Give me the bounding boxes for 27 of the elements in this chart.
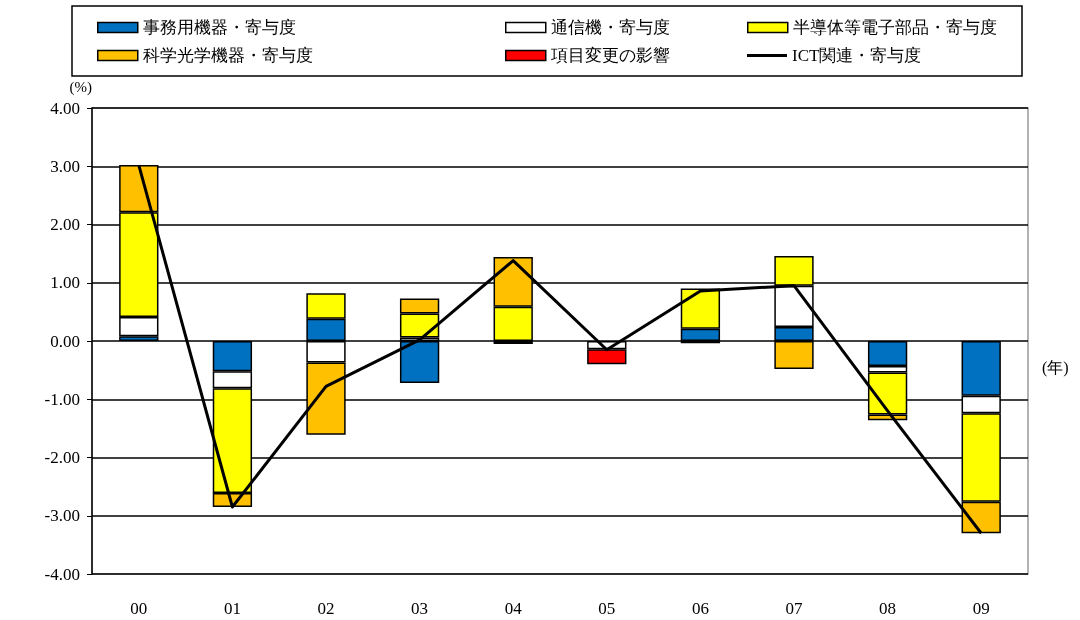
x-tick-label: 08 bbox=[879, 599, 897, 618]
x-axis-title: (年) bbox=[1042, 358, 1069, 377]
x-tick-label: 07 bbox=[785, 599, 803, 618]
x-tick-label: 05 bbox=[598, 599, 616, 618]
y-tick-label: -2.00 bbox=[44, 448, 80, 467]
legend-label: 半導体等電子部品・寄与度 bbox=[792, 18, 997, 37]
y-tick-label: 1.00 bbox=[50, 273, 80, 293]
x-tick-label: 09 bbox=[972, 599, 990, 618]
y-tick-label: -3.00 bbox=[44, 506, 80, 526]
y-tick-label: 4.00 bbox=[50, 98, 80, 118]
x-tick-label: 02 bbox=[317, 599, 335, 618]
y-tick-label: -4.00 bbox=[44, 564, 80, 584]
legend-label: 科学光学機器・寄与度 bbox=[142, 46, 313, 65]
legend-label: ICT関連・寄与度 bbox=[792, 46, 922, 65]
y-tick-label: -1.00 bbox=[44, 389, 80, 409]
x-tick-label: 06 bbox=[691, 599, 709, 618]
y-tick-label: 0.00 bbox=[50, 331, 80, 351]
x-tick-label: 00 bbox=[130, 599, 148, 618]
legend-label: 事務用機器・寄与度 bbox=[142, 18, 296, 37]
legend-label: 通信機・寄与度 bbox=[550, 18, 670, 37]
y-tick-label: 2.00 bbox=[50, 215, 80, 234]
x-tick-label: 04 bbox=[504, 599, 523, 618]
x-tick-label: 03 bbox=[411, 599, 429, 618]
y-axis-title: (%) bbox=[69, 78, 92, 96]
legend-label: 項目変更の影響 bbox=[549, 46, 670, 65]
y-tick-label: 3.00 bbox=[50, 156, 80, 176]
x-tick-label: 01 bbox=[223, 599, 241, 618]
